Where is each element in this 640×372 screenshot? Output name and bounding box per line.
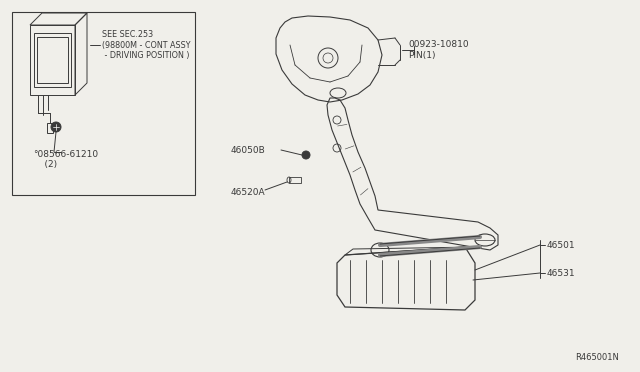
Circle shape bbox=[304, 153, 308, 157]
Circle shape bbox=[51, 122, 61, 132]
Text: °08566-61210
    (2): °08566-61210 (2) bbox=[33, 150, 98, 169]
Bar bbox=[12, 12, 195, 195]
Text: SEE SEC.253
(98800M - CONT ASSY
 - DRIVING POSITION ): SEE SEC.253 (98800M - CONT ASSY - DRIVIN… bbox=[102, 30, 191, 60]
Circle shape bbox=[302, 151, 310, 159]
Text: 00923-10810
PIN(1): 00923-10810 PIN(1) bbox=[408, 40, 468, 60]
Text: R465001N: R465001N bbox=[575, 353, 619, 362]
Text: 46520A: 46520A bbox=[231, 187, 266, 196]
Text: 46050B: 46050B bbox=[231, 145, 266, 154]
Circle shape bbox=[54, 125, 58, 129]
Text: 46501: 46501 bbox=[547, 241, 575, 250]
Text: 46531: 46531 bbox=[547, 269, 575, 278]
